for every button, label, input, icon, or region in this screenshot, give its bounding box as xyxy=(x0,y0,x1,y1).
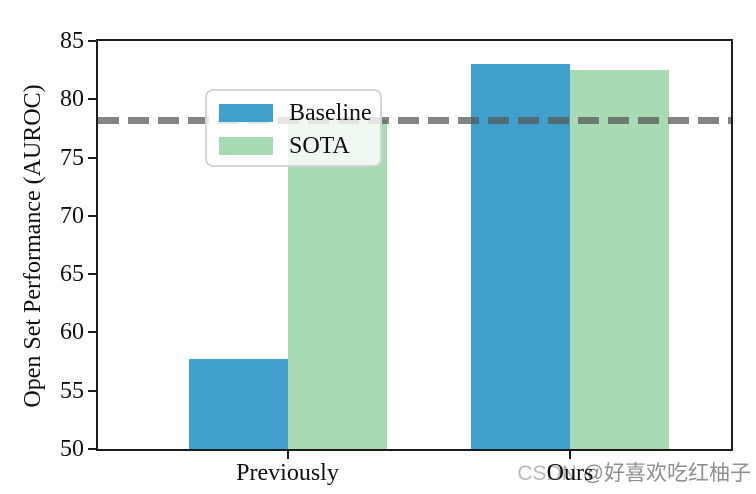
y-tick-label-60: 60 xyxy=(60,319,84,346)
y-tick-75 xyxy=(88,156,96,159)
y-tick-label-80: 80 xyxy=(60,86,84,113)
plot-inner xyxy=(98,41,731,449)
sota-reference-dashed-line xyxy=(98,116,731,124)
y-tick-85 xyxy=(88,40,96,42)
x-tick-label-previously: Previously xyxy=(236,460,339,486)
bar-ours-baseline xyxy=(471,64,570,449)
legend-label-baseline: Baseline xyxy=(289,100,372,126)
legend-label-sota: SOTA xyxy=(289,133,350,159)
y-tick-label-50: 50 xyxy=(60,436,84,462)
legend-swatch-sota xyxy=(219,137,273,155)
y-tick-80 xyxy=(88,98,96,101)
legend-swatch-baseline xyxy=(219,104,273,122)
bar-previously-sota xyxy=(287,120,387,449)
y-tick-60 xyxy=(88,331,96,334)
plot-area: Baseline SOTA xyxy=(96,39,733,451)
legend-item-sota: SOTA xyxy=(219,133,370,159)
y-tick-70 xyxy=(88,214,96,217)
y-tick-label-55: 55 xyxy=(60,377,84,404)
watermark-prefix: CSDN xyxy=(517,462,583,485)
y-tick-label-75: 75 xyxy=(60,144,84,171)
y-tick-label-70: 70 xyxy=(60,202,84,229)
watermark: CSDN @好喜欢吃红柚子 xyxy=(517,461,751,487)
y-tick-50 xyxy=(88,448,96,450)
x-tick-previously xyxy=(286,451,289,459)
bar-ours-sota xyxy=(570,70,669,449)
y-tick-label-85: 85 xyxy=(60,28,84,54)
y-tick-65 xyxy=(88,273,96,276)
y-tick-label-65: 65 xyxy=(60,261,84,288)
y-tick-55 xyxy=(88,389,96,392)
y-axis-label: Open Set Performance (AUROC) xyxy=(20,84,46,408)
x-tick-ours xyxy=(569,451,571,459)
legend: Baseline SOTA xyxy=(205,89,382,167)
watermark-handle: @好喜欢吃红柚子 xyxy=(582,462,751,485)
bar-previously-baseline xyxy=(188,359,288,449)
x-tick-label-ours: Ours xyxy=(546,460,594,486)
legend-item-baseline: Baseline xyxy=(219,100,372,126)
